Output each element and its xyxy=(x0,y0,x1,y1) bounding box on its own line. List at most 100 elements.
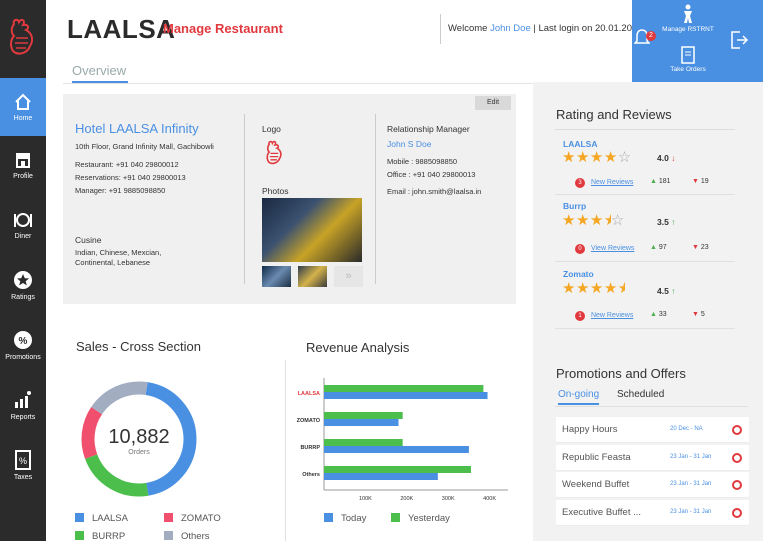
next-photo-button[interactable]: » xyxy=(334,266,363,287)
up-count: 33 xyxy=(658,311,667,318)
legend-label: LAALSA xyxy=(92,513,128,524)
review-row: 0 View Reviews xyxy=(575,244,634,254)
ratings-divider xyxy=(555,129,735,130)
promo-item[interactable]: Executive Buffet ... 23 Jan - 31 Jan xyxy=(556,500,749,526)
review-count-badge: 1 xyxy=(575,311,585,321)
legend-swatch xyxy=(164,513,173,522)
promo-item[interactable]: Republic Feasta 23 Jan - 31 Jan xyxy=(556,445,749,471)
sidebar-item-promotions[interactable]: % Promotions xyxy=(0,316,46,374)
rating-score: 3.5 ↑ xyxy=(657,217,675,227)
legend-label: ZOMATO xyxy=(181,513,221,524)
sidebar-item-reports[interactable]: Reports xyxy=(0,376,46,434)
manage-label: Manage RSTRNT xyxy=(662,26,714,33)
promo-item[interactable]: Weekend Buffet 23 Jan - 31 Jan xyxy=(556,472,749,498)
reviews-link[interactable]: View Reviews xyxy=(590,245,635,252)
stop-icon[interactable] xyxy=(732,508,742,518)
score-value: 4.0 xyxy=(657,153,669,163)
user-link[interactable]: John Doe xyxy=(490,23,531,34)
hotel-address: 10th Floor, Grand Infinity Mall, Gachibo… xyxy=(75,142,214,151)
rm-email: Email : john.smith@laalsa.in xyxy=(387,187,482,196)
legend-label: Yesterday xyxy=(408,513,450,524)
logo-label: Logo xyxy=(262,124,281,134)
legend-swatch xyxy=(75,513,84,522)
rating-separator xyxy=(555,194,735,195)
orders-total: 10,882 xyxy=(108,426,170,448)
trend-up-icon: ↑ xyxy=(671,217,676,227)
legend-swatch xyxy=(75,531,84,540)
legend-label: Today xyxy=(341,513,367,524)
sidebar-item-taxes[interactable]: % Taxes xyxy=(0,436,46,494)
thumbs-up-count: ▲ 97 xyxy=(650,244,667,251)
sidebar-item-diner[interactable]: Diner xyxy=(0,196,46,254)
header-action-panel xyxy=(632,0,763,82)
star-rating: ★★★★☆ xyxy=(562,212,625,229)
logout-icon[interactable] xyxy=(729,30,749,50)
donut-slice-others xyxy=(91,381,148,415)
category-label: LAALSA xyxy=(298,391,320,397)
dish-icon xyxy=(14,212,32,227)
edit-button[interactable]: Edit xyxy=(475,96,511,110)
rating-source-zomato: Zomato xyxy=(563,269,594,279)
tab-scheduled[interactable]: Scheduled xyxy=(617,389,665,400)
rating-source-laalsa: LAALSA xyxy=(563,139,598,149)
bar-yesterday-burrp xyxy=(324,439,403,446)
column-divider xyxy=(244,114,245,284)
promo-item[interactable]: Happy Hours 20 Dec - NA xyxy=(556,417,749,443)
category-label: ZOMATO xyxy=(297,418,321,424)
cusine-list-2: Continental, Lebanese xyxy=(75,258,151,267)
take-orders-button[interactable]: Take Orders xyxy=(659,46,717,73)
promotions-title: Promotions and Offers xyxy=(556,366,686,381)
thumbs-down-count: ▼ 5 xyxy=(692,311,705,318)
sidebar-item-label: Ratings xyxy=(11,293,35,301)
down-count: 19 xyxy=(700,178,709,185)
stop-icon[interactable] xyxy=(732,480,742,490)
rooster-logo-small xyxy=(266,140,282,165)
manage-restaurant-button[interactable]: Manage RSTRNT xyxy=(659,4,717,33)
score-value: 3.5 xyxy=(657,217,669,227)
sidebar-item-label: Taxes xyxy=(13,473,33,481)
legend-label: BURRP xyxy=(92,531,126,541)
column-divider xyxy=(375,114,376,284)
cusine-label: Cusine xyxy=(75,235,102,245)
rm-name[interactable]: John S Doe xyxy=(387,139,432,149)
order-icon xyxy=(681,46,695,64)
reviews-link[interactable]: New Reviews xyxy=(590,179,634,186)
revenue-title: Revenue Analysis xyxy=(306,340,410,355)
legend-others: Others xyxy=(164,531,210,541)
stop-icon[interactable] xyxy=(732,425,742,435)
legend-laalsa: LAALSA xyxy=(75,513,128,524)
sidebar-item-profile[interactable]: Profile xyxy=(0,136,46,194)
tab-ongoing[interactable]: On-going xyxy=(558,389,600,405)
category-label: Others xyxy=(302,472,320,478)
rm-office: Office : +91 040 29800013 xyxy=(387,170,476,179)
photo-thumbnail[interactable] xyxy=(262,266,291,287)
hotel-name: Hotel LAALSA Infinity xyxy=(75,121,199,136)
legend-zomato: ZOMATO xyxy=(164,513,221,524)
rating-separator xyxy=(555,328,735,329)
legend-swatch xyxy=(324,513,333,522)
reviews-link[interactable]: New Reviews xyxy=(590,312,634,319)
bar-today-zomato xyxy=(324,419,399,426)
bar-yesterday-laalsa xyxy=(324,385,484,392)
promo-tabs-divider xyxy=(555,406,748,407)
up-count: 97 xyxy=(658,244,667,251)
last-login: | Last login on 20.01.2016 xyxy=(533,23,643,34)
x-tick-label: 100K xyxy=(359,496,372,502)
bar-yesterday-others xyxy=(324,466,471,473)
rating-score: 4.0 ↓ xyxy=(657,153,675,163)
welcome-prefix: Welcome xyxy=(448,23,488,34)
donut-slice-zomato xyxy=(81,407,103,459)
stop-icon[interactable] xyxy=(732,453,742,463)
percent-icon: % xyxy=(14,330,32,349)
svg-text:%: % xyxy=(19,456,27,466)
main-photo[interactable] xyxy=(262,198,362,262)
thumbs-down-count: ▼ 19 xyxy=(692,178,709,185)
x-tick-label: 300K xyxy=(442,496,455,502)
sidebar-item-home[interactable]: Home xyxy=(0,78,46,136)
photo-thumbnail[interactable] xyxy=(298,266,327,287)
tab-overview[interactable]: Overview xyxy=(72,63,128,83)
promo-date: 23 Jan - 31 Jan xyxy=(670,454,712,460)
thumbs-up-icon: ▲ xyxy=(650,178,657,185)
thumbs-up-count: ▲ 181 xyxy=(650,178,671,185)
sidebar-item-ratings[interactable]: Ratings xyxy=(0,256,46,314)
